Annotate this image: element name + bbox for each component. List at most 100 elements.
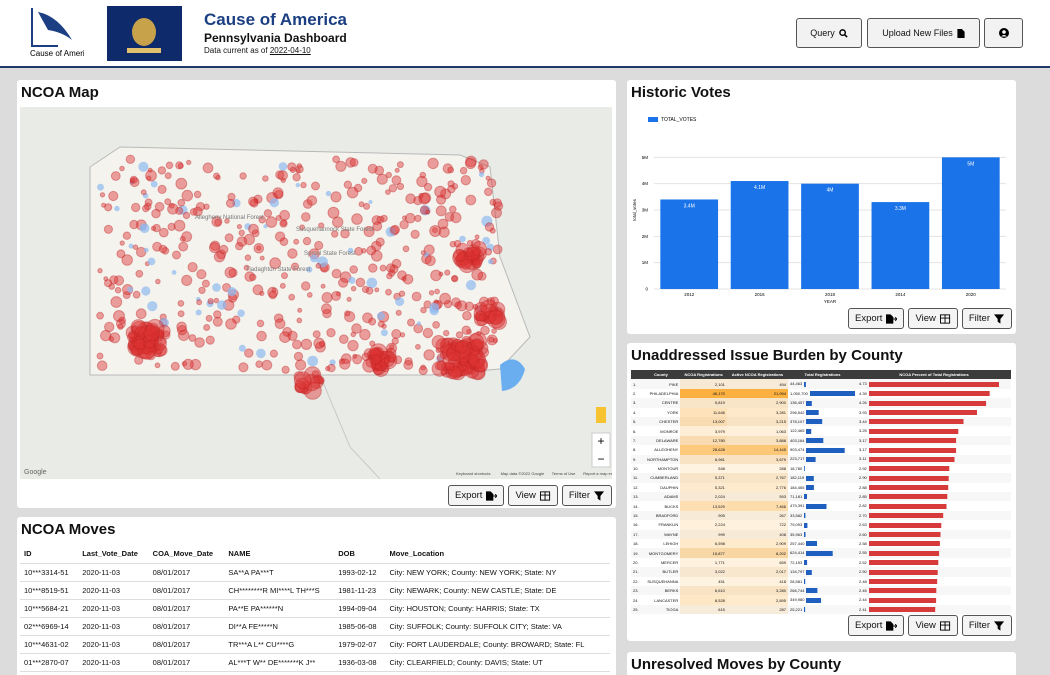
map-marker[interactable] bbox=[251, 229, 260, 238]
map-marker[interactable] bbox=[331, 230, 339, 238]
map-marker[interactable] bbox=[249, 198, 259, 208]
map-marker[interactable] bbox=[154, 362, 161, 369]
map-marker[interactable] bbox=[407, 318, 415, 327]
map-marker[interactable] bbox=[492, 198, 502, 208]
map-marker[interactable] bbox=[256, 245, 262, 251]
map-marker[interactable] bbox=[271, 287, 277, 293]
map-marker[interactable] bbox=[145, 341, 154, 351]
map-marker[interactable] bbox=[135, 246, 147, 258]
map-marker[interactable] bbox=[228, 268, 238, 278]
map-marker[interactable] bbox=[127, 286, 134, 293]
map-marker[interactable] bbox=[436, 194, 447, 205]
map-marker[interactable] bbox=[159, 318, 169, 328]
map-marker[interactable] bbox=[449, 240, 457, 248]
map-marker[interactable] bbox=[370, 346, 385, 361]
map-marker[interactable] bbox=[152, 241, 163, 252]
map-marker[interactable] bbox=[461, 349, 469, 358]
map-marker[interactable] bbox=[471, 365, 486, 381]
map-marker[interactable] bbox=[212, 283, 221, 292]
map-marker[interactable] bbox=[295, 165, 304, 174]
map-marker[interactable] bbox=[493, 313, 502, 322]
map-marker[interactable] bbox=[465, 355, 481, 370]
map-marker[interactable] bbox=[454, 340, 473, 359]
map-marker[interactable] bbox=[181, 231, 193, 243]
map-marker[interactable] bbox=[471, 355, 488, 373]
map-footer-link[interactable]: Terms of Use bbox=[552, 471, 576, 476]
map-marker[interactable] bbox=[455, 242, 470, 257]
map-marker[interactable] bbox=[372, 361, 389, 377]
map-marker[interactable] bbox=[129, 341, 144, 356]
map-marker[interactable] bbox=[469, 332, 487, 350]
map-marker[interactable] bbox=[296, 317, 303, 324]
map-marker[interactable] bbox=[447, 185, 456, 194]
map-marker[interactable] bbox=[300, 181, 307, 189]
user-button[interactable] bbox=[984, 18, 1023, 48]
map-marker[interactable] bbox=[295, 168, 301, 174]
map-marker[interactable] bbox=[321, 292, 333, 304]
map-marker[interactable] bbox=[432, 321, 441, 329]
map-marker[interactable] bbox=[332, 216, 344, 228]
map-marker[interactable] bbox=[104, 203, 113, 212]
map-marker[interactable] bbox=[122, 291, 131, 299]
map-marker[interactable] bbox=[135, 334, 146, 345]
map-marker[interactable] bbox=[361, 285, 370, 293]
map-marker[interactable] bbox=[473, 304, 491, 322]
map-marker[interactable] bbox=[466, 252, 480, 266]
map-marker[interactable] bbox=[133, 338, 146, 351]
map-marker[interactable] bbox=[256, 348, 266, 359]
map-marker[interactable] bbox=[464, 250, 477, 264]
map-marker[interactable] bbox=[298, 380, 313, 395]
map-marker[interactable] bbox=[451, 338, 464, 352]
map-marker[interactable] bbox=[196, 297, 201, 302]
zoom-control[interactable] bbox=[591, 432, 611, 468]
map-marker[interactable] bbox=[485, 175, 491, 181]
map-marker[interactable] bbox=[440, 342, 455, 357]
map-marker[interactable] bbox=[142, 332, 159, 349]
map-marker[interactable] bbox=[224, 233, 234, 243]
map-marker[interactable] bbox=[127, 332, 137, 343]
map-marker[interactable] bbox=[372, 221, 383, 232]
map-marker[interactable] bbox=[419, 205, 431, 216]
map-marker[interactable] bbox=[150, 329, 161, 339]
map-marker[interactable] bbox=[116, 249, 126, 259]
map-marker[interactable] bbox=[424, 255, 436, 267]
map-marker[interactable] bbox=[335, 160, 347, 172]
map-marker[interactable] bbox=[454, 301, 463, 310]
map-marker[interactable] bbox=[465, 155, 477, 168]
map-marker[interactable] bbox=[439, 337, 458, 356]
map-marker[interactable] bbox=[206, 300, 214, 308]
map-marker[interactable] bbox=[331, 291, 341, 301]
map-marker[interactable] bbox=[460, 258, 472, 270]
map-marker[interactable] bbox=[466, 239, 474, 247]
map-marker[interactable] bbox=[147, 301, 158, 312]
map-marker[interactable] bbox=[391, 258, 402, 269]
map-marker[interactable] bbox=[394, 167, 400, 173]
map-marker[interactable] bbox=[125, 325, 140, 340]
map-marker[interactable] bbox=[490, 313, 507, 331]
map-marker[interactable] bbox=[302, 199, 313, 209]
map-marker[interactable] bbox=[462, 310, 472, 321]
map-marker[interactable] bbox=[439, 349, 449, 360]
map-marker[interactable] bbox=[128, 330, 138, 340]
map-marker[interactable] bbox=[319, 340, 326, 348]
map-marker[interactable] bbox=[429, 302, 440, 313]
map-marker[interactable] bbox=[468, 350, 486, 368]
map-marker[interactable] bbox=[293, 351, 304, 362]
map-marker[interactable] bbox=[466, 244, 481, 259]
table-row[interactable]: 01***2870-07 2020-11-03 08/01/2017 AL***T W… bbox=[20, 653, 610, 672]
map-marker[interactable] bbox=[358, 201, 365, 208]
map-marker[interactable] bbox=[476, 313, 489, 326]
panel-button[interactable]: Export bbox=[447, 485, 505, 506]
map-marker[interactable] bbox=[143, 344, 155, 355]
map-marker[interactable] bbox=[132, 335, 146, 350]
map-marker[interactable] bbox=[371, 215, 382, 226]
map-marker[interactable] bbox=[129, 219, 139, 230]
map-marker[interactable] bbox=[150, 325, 160, 335]
map-marker[interactable] bbox=[445, 342, 465, 362]
zoom-in[interactable]: + bbox=[597, 434, 604, 448]
map-marker[interactable] bbox=[219, 244, 229, 255]
map-marker[interactable] bbox=[119, 165, 125, 172]
table-row[interactable]: 10***8519-51 2020-11-03 08/01/2017 CH******… bbox=[20, 581, 610, 600]
map-marker[interactable] bbox=[377, 350, 391, 365]
map-marker[interactable] bbox=[463, 358, 474, 368]
